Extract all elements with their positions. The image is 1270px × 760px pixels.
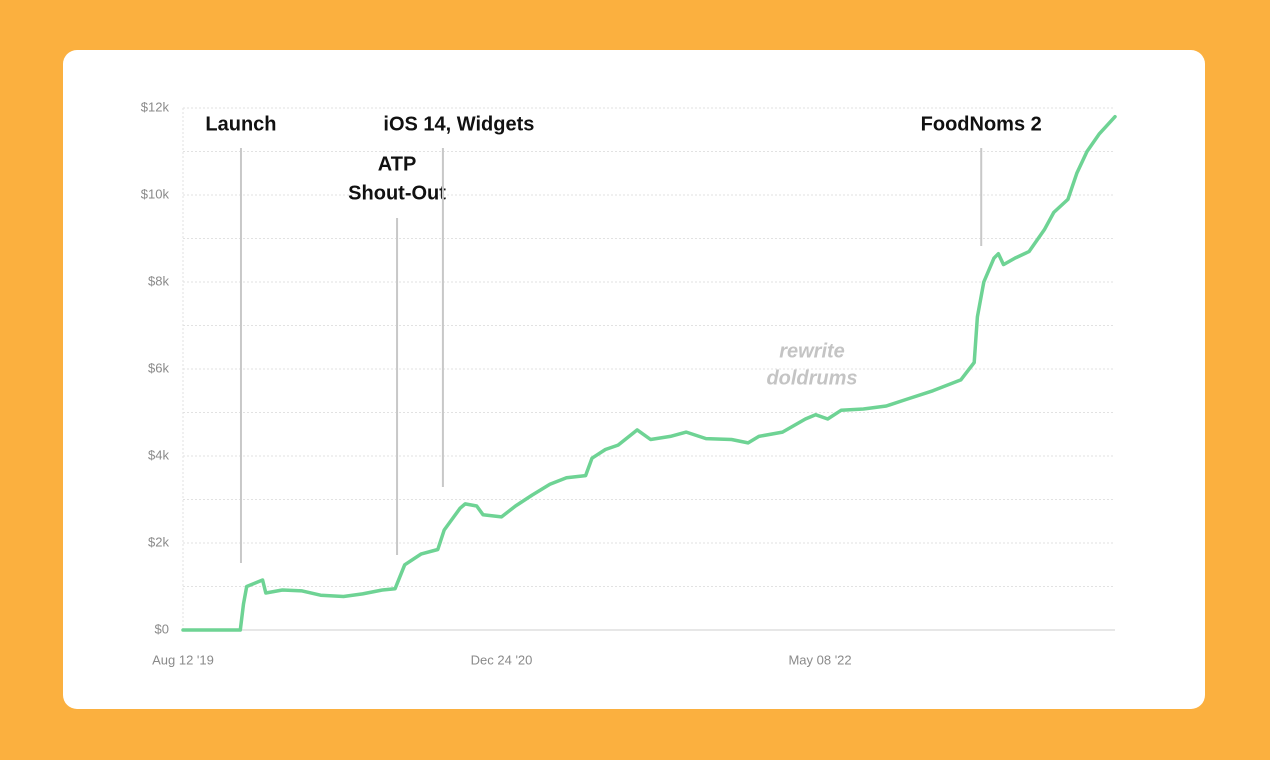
y-tick-label: $12k — [141, 99, 170, 114]
data-line — [181, 114, 1117, 632]
card — [63, 50, 1205, 709]
y-tick-label: $2k — [148, 534, 169, 549]
x-tick-label: May 08 '22 — [788, 652, 851, 667]
annotation-label: Shout-Out — [348, 182, 446, 204]
annotation-label: Launch — [205, 113, 276, 135]
x-tick-label: Aug 12 '19 — [152, 652, 214, 667]
annotation-label: iOS 14, Widgets — [383, 113, 534, 135]
note-label: rewrite — [779, 340, 845, 362]
annotation-label: ATP — [378, 153, 417, 175]
y-tick-label: $6k — [148, 360, 169, 375]
note-label: doldrums — [766, 367, 857, 389]
y-tick-label: $10k — [141, 186, 170, 201]
y-tick-label: $8k — [148, 273, 169, 288]
annotation-label: FoodNoms 2 — [921, 113, 1042, 135]
y-tick-label: $4k — [148, 447, 169, 462]
x-tick-label: Dec 24 '20 — [471, 652, 533, 667]
y-tick-label: $0 — [155, 621, 169, 636]
